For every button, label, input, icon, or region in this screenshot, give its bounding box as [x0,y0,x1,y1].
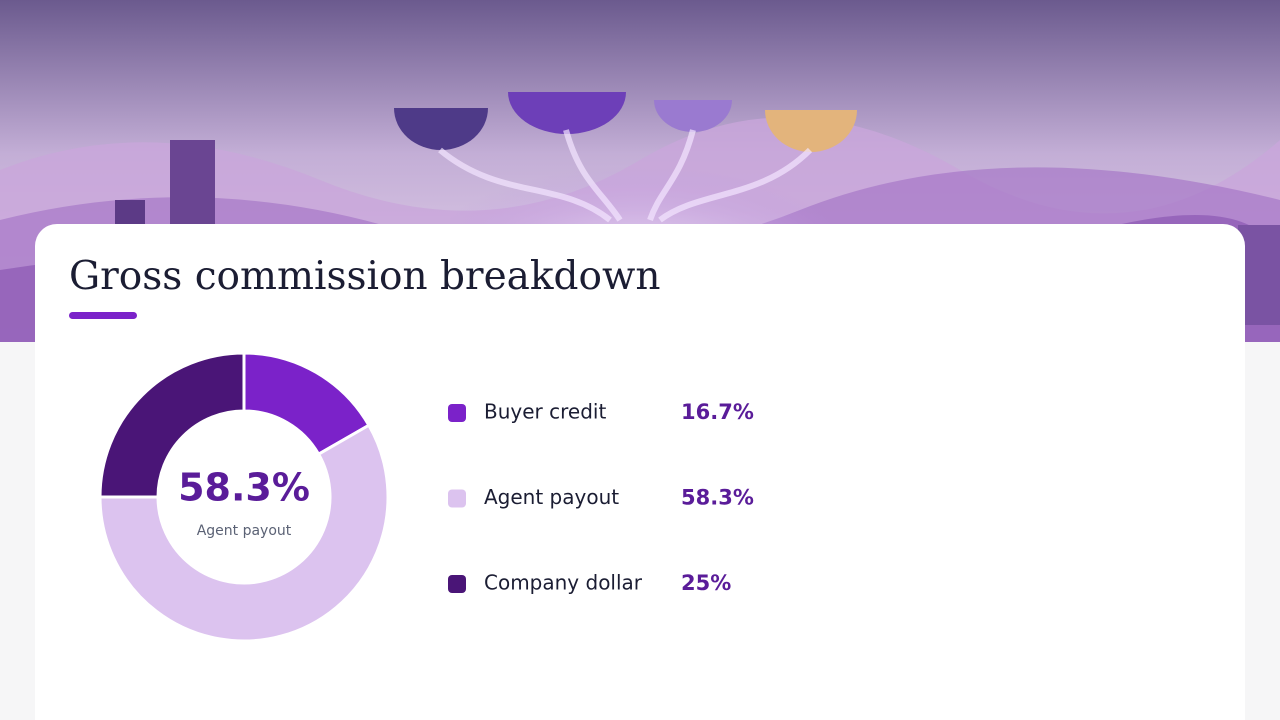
title-underline [69,312,137,319]
legend-label: Agent payout [484,485,619,509]
legend-label: Buyer credit [484,400,606,424]
donut-segment [98,423,390,643]
legend-swatch [448,489,466,508]
slide-title: Gross commission breakdown [69,254,660,299]
center-label: Agent payout [197,523,292,539]
donut-chart: 58.3% Agent payout [98,351,390,643]
legend-label: Company dollar [484,571,643,595]
legend: Buyer credit 16.7% Agent payout 58.3% Compan… [448,400,754,595]
legend-value: 25% [681,571,731,595]
legend-value: 16.7% [681,400,754,424]
legend-value: 58.3% [681,486,754,510]
donut-segment [98,351,246,499]
center-value: 58.3% [178,466,310,510]
legend-swatch [448,404,466,422]
legend-swatch [448,575,466,593]
